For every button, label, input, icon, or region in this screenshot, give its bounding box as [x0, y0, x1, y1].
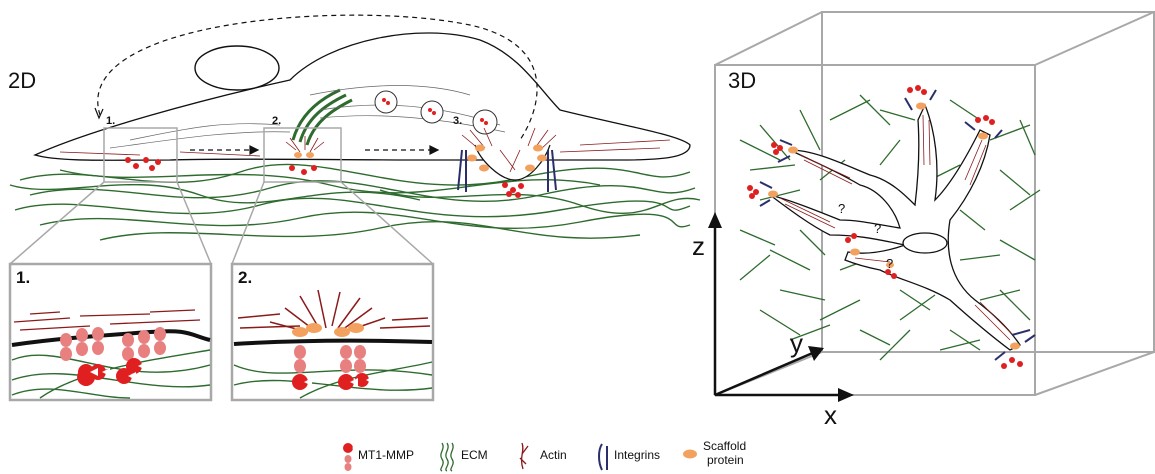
inset-2: 2.: [230, 262, 435, 402]
inset-1-label: 1.: [16, 268, 30, 287]
axis-y-label: y: [790, 328, 803, 358]
scaffold-protein-icon: [683, 449, 697, 459]
legend: MT1-MMP ECM Actin Integrins Scaffold pro…: [343, 439, 746, 472]
inset-projection-lines: [9, 181, 434, 265]
actin-cortex: [59, 139, 671, 157]
legend-label-mt1-mmp: MT1-MMP: [358, 448, 414, 462]
axis-x-label: x: [824, 400, 837, 430]
mmp-cluster-box-1: [125, 157, 161, 171]
step-3-label: 3.: [453, 115, 462, 127]
ecm-fibers-2d: [9, 163, 701, 241]
panel-2d-label: 2D: [8, 68, 36, 93]
zoom-box-2: [263, 127, 342, 183]
actin-3d: [779, 114, 1015, 341]
axis-z-label: z: [692, 231, 705, 261]
actin-icon: [519, 442, 529, 470]
mmp-inset-1: [60, 327, 166, 386]
ecm-icon: [440, 442, 454, 472]
axes-3d: [708, 212, 854, 402]
cell-outline-2d: [33, 32, 691, 161]
protrusion-tips: [747, 85, 1036, 369]
panel-2d: 2D: [8, 14, 701, 402]
integrins-icon: [598, 443, 608, 471]
nucleus-2d: [194, 45, 280, 91]
panel-3d-label: 3D: [728, 68, 756, 93]
nucleus-3d: [902, 232, 948, 254]
legend-label-scaffold-line2: protein: [707, 453, 744, 467]
question-mark-3: ?: [886, 256, 893, 271]
mmp-cluster-box-2: [285, 136, 325, 175]
mt1-mmp-icon: [343, 443, 357, 471]
legend-label-scaffold-line1: Scaffold: [703, 439, 746, 453]
step-2-label: 2.: [272, 115, 281, 127]
legend-label-integrins: Integrins: [614, 448, 660, 462]
cell-outline-3d: [769, 103, 1021, 351]
invadopodium: [457, 127, 557, 198]
inset-1: 1.: [8, 262, 213, 402]
dashed-arc: [97, 14, 538, 141]
vesicles: [374, 90, 498, 135]
zoom-box-1: [103, 127, 178, 183]
question-mark-1: ?: [838, 201, 845, 216]
legend-label-actin: Actin: [540, 448, 567, 462]
panel-3d: 3D: [692, 11, 1155, 430]
step-1-label: 1.: [106, 115, 115, 127]
question-mark-2: ?: [874, 221, 881, 236]
legend-label-ecm: ECM: [461, 448, 488, 462]
progress-arrows: [190, 145, 440, 155]
ecm-fibers-3d: [739, 94, 1041, 361]
inset-2-label: 2.: [238, 268, 252, 287]
